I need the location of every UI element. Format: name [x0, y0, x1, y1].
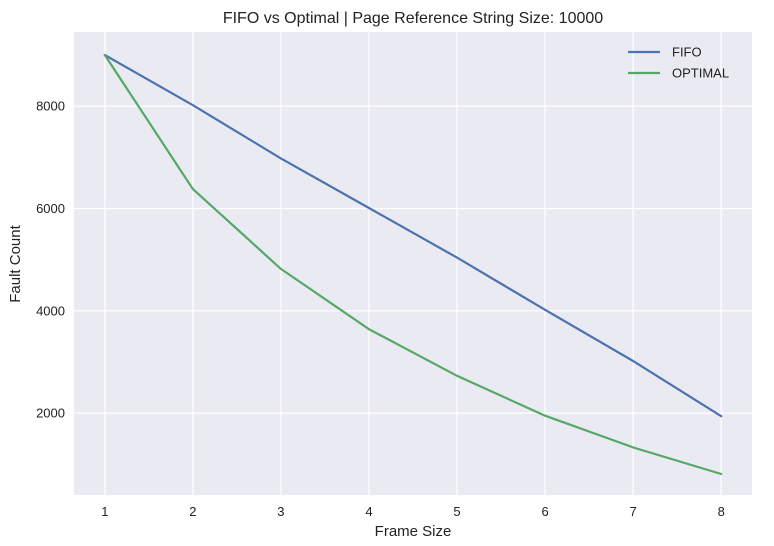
- chart-title: FIFO vs Optimal | Page Reference String …: [223, 10, 603, 27]
- x-tick-labels: 1 2 3 4 5 6 7 8: [101, 504, 725, 519]
- series-lines: [103, 53, 723, 476]
- x-axis-label: Frame Size: [375, 523, 452, 540]
- x-tick-label: 8: [718, 504, 725, 519]
- y-tick-label: 2000: [36, 406, 65, 421]
- x-tick-label: 3: [277, 504, 284, 519]
- x-tick-label: 7: [630, 504, 637, 519]
- y-tick-labels: 2000 4000 6000 8000: [36, 99, 65, 421]
- legend: FIFO OPTIMAL: [628, 45, 729, 81]
- y-tick-label: 6000: [36, 201, 65, 216]
- legend-label-fifo: FIFO: [672, 45, 702, 60]
- x-tick-label: 4: [365, 504, 372, 519]
- y-tick-label: 8000: [36, 99, 65, 114]
- series-line-optimal: [103, 53, 723, 476]
- series-line-fifo: [103, 53, 723, 418]
- plot-background: [74, 32, 752, 495]
- y-tick-label: 4000: [36, 303, 65, 318]
- x-tick-label: 6: [541, 504, 548, 519]
- grid-lines: [74, 32, 752, 495]
- x-tick-label: 5: [453, 504, 460, 519]
- legend-label-optimal: OPTIMAL: [672, 66, 729, 81]
- x-tick-label: 1: [101, 504, 108, 519]
- x-tick-label: 2: [189, 504, 196, 519]
- y-axis-label: Fault Count: [7, 224, 24, 302]
